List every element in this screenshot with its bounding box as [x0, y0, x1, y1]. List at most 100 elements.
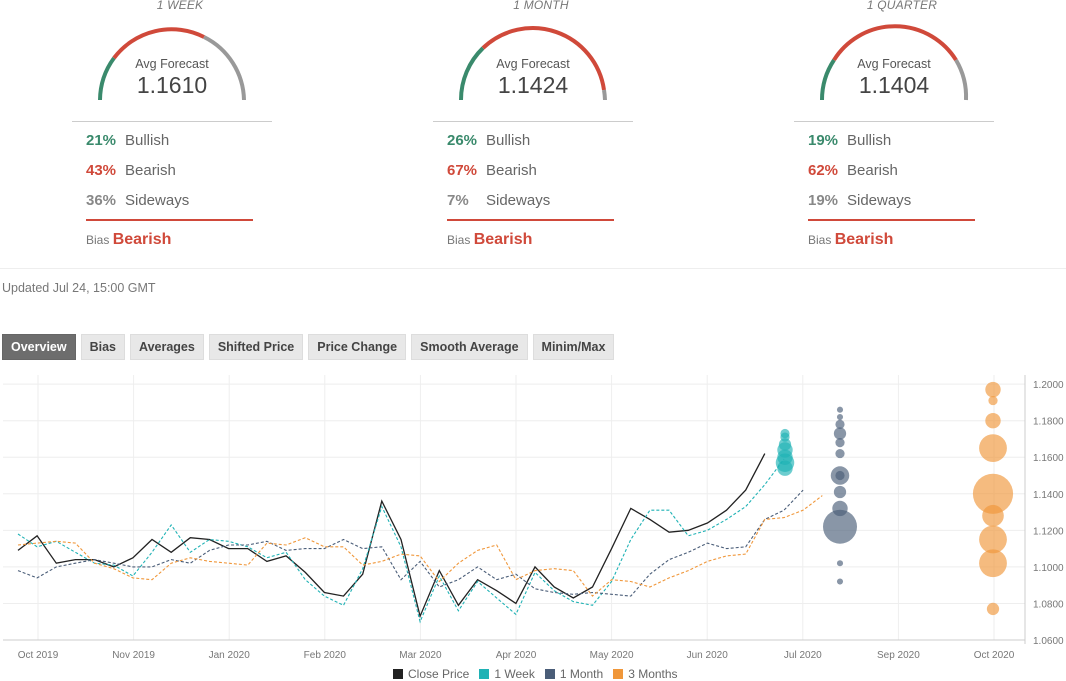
- gauge-red-arc: [481, 26, 606, 91]
- gauge-green-arc: [458, 46, 485, 101]
- gauge-gray-arc: [602, 89, 607, 101]
- forecast-bubble-1-month: [836, 413, 844, 421]
- x-tick-label: Jan 2020: [209, 650, 251, 661]
- sideways-stat: 36% Sideways: [86, 192, 190, 209]
- forecast-bubble-1-month: [835, 438, 845, 448]
- forecast-bubble-1-week: [778, 438, 792, 451]
- x-tick-label: Mar 2020: [399, 650, 442, 661]
- gauge-label: Avg Forecast: [496, 57, 570, 71]
- tab-overview[interactable]: Overview: [2, 334, 76, 360]
- forecast-bubble-1-month: [833, 485, 847, 499]
- bearish-stat: 67% Bearish: [447, 162, 537, 179]
- forecast-bubble-1-week: [777, 460, 793, 476]
- series-line-close-price: [17, 453, 766, 619]
- y-tick-label: 1.2000: [1033, 380, 1064, 391]
- gauge-green-arc: [819, 58, 836, 101]
- forecast-gauge: [819, 24, 969, 101]
- x-tick-label: Nov 2019: [112, 650, 155, 661]
- y-tick-label: 1.1800: [1033, 417, 1064, 428]
- x-tick-label: Feb 2020: [304, 650, 347, 661]
- tab-price-change[interactable]: Price Change: [308, 334, 407, 360]
- tab-bias[interactable]: Bias: [80, 334, 125, 360]
- sideways-stat: 19% Sideways: [808, 192, 912, 209]
- gauge-gray-arc: [203, 35, 246, 101]
- legend-close-price[interactable]: Close Price: [393, 667, 469, 681]
- panel-title: 1 WEEK: [156, 0, 204, 12]
- y-tick-label: 1.0600: [1033, 636, 1064, 647]
- bias-divider: [808, 219, 975, 221]
- gauge-gray-arc: [954, 58, 969, 101]
- gauge-label: Avg Forecast: [857, 57, 931, 71]
- forecast-bubble-3-months: [985, 412, 1001, 429]
- x-tick-label: Sep 2020: [877, 650, 920, 661]
- divider: [72, 121, 272, 122]
- section-separator: [0, 268, 1066, 269]
- plot-area: [3, 375, 1025, 640]
- sideways-stat: 7% Sideways: [447, 192, 551, 209]
- forecast-bubble-3-months: [986, 602, 1000, 616]
- chart-tabs: Overview Bias Averages Shifted Price Pri…: [2, 334, 615, 360]
- forecast-bubble-3-months: [985, 381, 1001, 398]
- tab-minim-max[interactable]: Minim/Max: [532, 334, 615, 360]
- x-tick-label: Jun 2020: [687, 650, 729, 661]
- y-tick-label: 1.0800: [1033, 599, 1064, 610]
- forecast-bubble-1-month: [836, 560, 844, 567]
- bias-label: Bias Bearish: [808, 231, 894, 248]
- bias-value: Bearish: [112, 231, 172, 248]
- gauge-green-arc: [98, 56, 116, 101]
- bullish-stat: 26% Bullish: [447, 132, 531, 149]
- forecast-bubble-3-months: [988, 395, 998, 406]
- y-tick-label: 1.1400: [1033, 490, 1064, 501]
- series-line-1-month: [17, 489, 804, 597]
- x-tick-label: Oct 2019: [18, 650, 59, 661]
- panel-title: 1 MONTH: [513, 0, 569, 12]
- tab-shifted-price[interactable]: Shifted Price: [208, 334, 304, 360]
- bias-divider: [447, 219, 614, 221]
- x-tick-label: May 2020: [590, 650, 634, 661]
- divider: [794, 121, 994, 122]
- bearish-stat: 62% Bearish: [808, 162, 898, 179]
- y-tick-label: 1.1000: [1033, 563, 1064, 574]
- gauge-value: 1.1404: [858, 72, 930, 98]
- gauge-value: 1.1424: [497, 72, 569, 98]
- bullish-stat: 19% Bullish: [808, 132, 892, 149]
- bias-divider: [86, 219, 253, 221]
- series-line-1-week: [17, 458, 785, 624]
- bias-value: Bearish: [834, 231, 894, 248]
- tab-averages[interactable]: Averages: [130, 334, 204, 360]
- x-tick-label: Jul 2020: [784, 650, 822, 661]
- tab-smooth-average[interactable]: Smooth Average: [411, 334, 528, 360]
- legend-3-months[interactable]: 3 Months: [613, 667, 678, 681]
- series-line-3-months: [17, 495, 823, 597]
- panel-title: 1 QUARTER: [866, 0, 938, 12]
- y-tick-label: 1.1200: [1033, 526, 1064, 537]
- gauge-label: Avg Forecast: [135, 57, 209, 71]
- forecast-bubble-1-week: [780, 428, 790, 439]
- forecast-bubble-1-month: [836, 406, 844, 413]
- legend-1-month[interactable]: 1 Month: [544, 667, 603, 681]
- forecast-bubble-1-month: [835, 448, 845, 459]
- bias-label: Bias Bearish: [447, 231, 533, 248]
- y-tick-label: 1.1600: [1033, 453, 1064, 464]
- forecast-bubble-1-month: [823, 509, 857, 544]
- gauge-red-arc: [832, 24, 958, 62]
- forecast-bubble-1-month: [832, 500, 848, 517]
- chart-legend: Close Price 1 Week 1 Month 3 Months: [393, 667, 678, 681]
- forecast-gauge: [458, 26, 607, 101]
- forecast-bubble-3-months: [979, 434, 1007, 463]
- legend-1-week[interactable]: 1 Week: [479, 667, 535, 681]
- forecast-bubble-1-month: [836, 578, 844, 585]
- forecast-bubble-3-months: [979, 549, 1007, 578]
- gauge-red-arc: [112, 27, 205, 60]
- x-tick-label: Oct 2020: [974, 650, 1015, 661]
- forecast-bubble-3-months: [972, 473, 1014, 514]
- bearish-stat: 43% Bearish: [86, 162, 176, 179]
- forecast-bubble-3-months: [982, 504, 1004, 527]
- forecast-bubble-1-month: [835, 419, 845, 429]
- forecast-bubble-3-months: [979, 525, 1007, 554]
- gauge-value: 1.1610: [136, 72, 208, 98]
- x-tick-label: Apr 2020: [496, 650, 537, 661]
- bias-value: Bearish: [473, 231, 533, 248]
- forecast-bubble-1-month: [835, 470, 845, 481]
- bullish-stat: 21% Bullish: [86, 132, 170, 149]
